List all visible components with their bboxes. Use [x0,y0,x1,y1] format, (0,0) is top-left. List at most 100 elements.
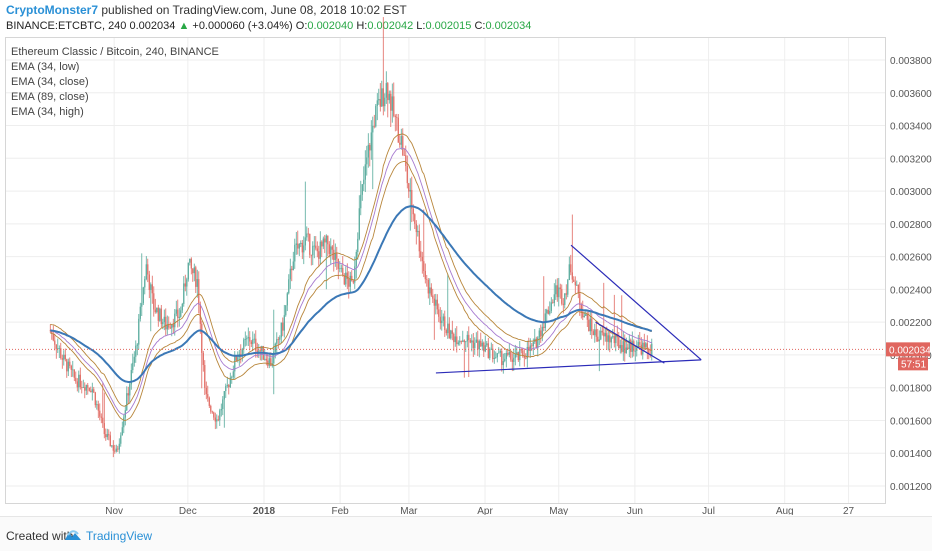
candle-body [543,326,545,328]
candle-body [181,303,183,311]
candle-body [82,387,84,388]
candle-body [192,268,194,274]
candle-body [448,323,450,339]
candle-body [328,244,330,254]
author-link[interactable]: CryptoMonster7 [6,3,99,17]
candle-body [196,279,198,287]
candle-body [142,287,144,304]
candle-body [99,410,101,417]
candle-body [586,314,588,320]
candle-body [487,343,489,359]
candle-body [127,393,129,396]
candle-body [111,445,113,447]
candle-body [51,330,53,334]
candle-body [541,326,543,337]
candle-body [625,347,627,354]
candle-body [456,336,458,345]
legend-ema-89-close[interactable]: EMA (89, close) [11,91,89,103]
y-tick-label: 0.003400 [890,122,932,133]
candle-body [639,342,641,345]
candle-body [522,350,524,357]
candle-body [283,315,285,331]
price-chart[interactable]: 0.001200 0.001400 0.001600 0.001800 0.002000… [0,0,932,515]
candle-body [447,323,449,334]
candle-body [429,287,431,294]
candle-body [550,302,552,312]
candle-body [342,267,344,276]
candle-body [591,318,593,332]
legend-ema-34-low[interactable]: EMA (34, low) [11,61,80,73]
candle-body [333,249,335,260]
candle-body [502,361,504,366]
candle-body [232,371,234,377]
candle-body [105,434,107,438]
candle-body [94,392,96,406]
candle-body [492,348,494,360]
candle-body [259,350,261,352]
candle-body [589,318,591,332]
candle-body [490,348,492,350]
candle-body [574,281,576,286]
candle-body [588,319,590,332]
candle-body [520,349,522,351]
candle-body [93,389,95,393]
candle-body [247,337,249,339]
legend-ema-34-close[interactable]: EMA (34, close) [11,76,89,88]
candle-body [592,331,594,336]
candle-body [400,136,402,145]
candle-body [87,385,89,388]
candle-body [432,295,434,299]
candle-body [379,99,381,107]
candle-body [510,351,512,360]
tradingview-brand-link[interactable]: TradingView [86,529,153,543]
x-tick-label: 2018 [253,506,276,515]
candle-body [474,342,476,349]
candle-body [141,303,143,307]
candle-body [310,254,312,256]
candle-body [414,214,416,224]
candle-body [81,387,83,388]
candle-body [352,280,354,283]
candle-body [154,309,156,313]
candle-body [351,275,353,281]
candle-body [402,136,404,156]
candle-body [153,293,155,310]
candle-body [531,345,533,347]
candle-body [298,244,300,249]
candle-body [309,233,311,255]
candle-body [484,345,486,352]
price-badge-label: 0.002034 [889,345,931,356]
y-tick-label: 0.002400 [890,285,932,296]
legend-ema-34-high[interactable]: EMA (34, high) [11,106,84,118]
tradingview-logo-icon[interactable] [64,528,82,542]
candle-body [567,280,569,295]
candle-body [646,343,648,350]
candle-body [496,353,498,358]
candle-body [357,238,359,252]
candle-body [450,330,452,339]
candle-body [469,340,471,343]
candle-body [217,419,219,421]
candle-body [559,287,561,290]
candle-body [177,309,179,318]
candle-body [475,339,477,343]
candle-body [535,338,537,349]
candle-body [408,183,410,192]
candle-body [504,358,506,362]
candle-body [495,357,497,359]
candle-body [246,338,248,340]
candle-body [480,340,482,347]
candle-body [216,419,218,422]
candle-body [331,246,333,250]
candle-body [316,248,318,252]
candle-body [549,311,551,314]
chart-frame[interactable] [5,37,886,504]
candle-body [228,385,230,388]
candle-body [462,340,464,342]
candle-body [261,346,263,351]
candle-body [226,385,228,386]
candle-body [517,352,519,361]
candle-body [117,448,119,450]
candle-body [571,272,573,280]
candle-body [403,155,405,156]
